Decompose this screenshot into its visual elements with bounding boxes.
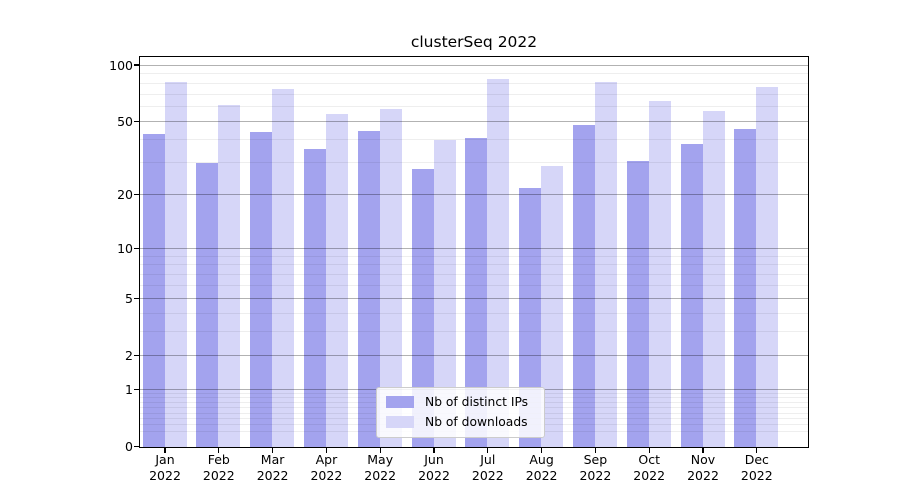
y-tick — [134, 120, 139, 123]
y-tick-label: 10 — [117, 240, 133, 256]
y-tick-label: 0 — [125, 439, 133, 454]
bar-distinct-ips-dec — [734, 128, 757, 447]
bar-distinct-ips-jul — [465, 138, 488, 447]
x-tick-label-jun: Jun 2022 — [418, 452, 450, 483]
minor-gridline — [140, 73, 808, 75]
x-tick-label-mar: Mar 2022 — [256, 452, 289, 483]
x-tick — [164, 448, 166, 453]
bar-downloads-oct — [648, 100, 671, 447]
bar-distinct-ips-oct — [626, 160, 649, 447]
bar-downloads-jul — [487, 78, 510, 447]
minor-gridline — [140, 255, 808, 257]
bar-distinct-ips-jan — [142, 134, 165, 447]
y-tick-label: 2 — [125, 348, 133, 364]
x-tick — [325, 448, 328, 453]
legend: Nb of distinct IPs Nb of downloads — [376, 387, 545, 438]
bar-downloads-mar — [272, 89, 295, 447]
x-tick-label-aug: Aug 2022 — [525, 452, 558, 483]
y-tick-label: 20 — [117, 187, 133, 203]
y-tick-label: 5 — [125, 290, 133, 306]
legend-swatch-distinct-ips — [386, 396, 414, 408]
y-tick — [134, 64, 139, 66]
x-tick-label-oct: Oct 2022 — [633, 452, 666, 483]
major-gridline — [140, 194, 808, 196]
major-gridline — [140, 121, 808, 122]
x-tick-label-nov: Nov 2022 — [687, 452, 719, 483]
y-tick-label: 50 — [117, 114, 133, 129]
bar-distinct-ips-may — [357, 130, 380, 447]
x-tick-label-sep: Sep 2022 — [579, 452, 612, 483]
x-tick — [433, 448, 435, 453]
x-tick-label-feb: Feb 2022 — [202, 452, 235, 483]
minor-gridline — [140, 313, 808, 314]
y-tick — [134, 388, 139, 390]
x-tick — [218, 448, 220, 453]
minor-gridline — [140, 285, 808, 287]
x-tick — [271, 448, 274, 453]
y-tick — [134, 445, 139, 448]
minor-gridline — [140, 139, 808, 140]
x-tick — [756, 448, 758, 453]
bar-distinct-ips-nov — [680, 144, 703, 447]
bar-downloads-sep — [594, 81, 617, 447]
bar-distinct-ips-aug — [519, 187, 542, 447]
minor-gridline — [140, 93, 808, 95]
legend-entry: Nb of distinct IPs — [386, 395, 535, 409]
legend-label: Nb of downloads — [425, 415, 528, 429]
minor-gridline — [140, 106, 808, 108]
y-tick — [134, 297, 139, 300]
x-tick-label-jul: Jul 2022 — [471, 452, 504, 483]
bar-downloads-aug — [541, 165, 564, 447]
x-tick — [487, 448, 489, 453]
bar-downloads-jan — [164, 81, 187, 447]
plot-area: Nb of distinct IPs Nb of downloads — [139, 56, 809, 448]
minor-gridline — [140, 331, 808, 333]
minor-gridline — [140, 82, 808, 84]
legend-label: Nb of distinct IPs — [425, 395, 529, 409]
y-tick — [134, 247, 139, 249]
minor-gridline — [140, 162, 808, 164]
x-tick — [540, 448, 543, 453]
bar-downloads-may — [379, 108, 402, 447]
minor-gridline — [140, 264, 808, 266]
x-tick-label-apr: Apr 2022 — [310, 452, 343, 483]
major-gridline — [140, 247, 808, 249]
bar-distinct-ips-jun — [411, 168, 434, 447]
x-tick-label-may: May 2022 — [364, 452, 397, 483]
minor-gridline — [140, 274, 808, 276]
bar-downloads-nov — [702, 111, 725, 447]
legend-entry: Nb of downloads — [386, 415, 535, 429]
y-tick — [134, 194, 139, 196]
bar-downloads-jun — [433, 140, 456, 447]
x-tick — [702, 448, 704, 453]
y-tick — [134, 355, 139, 357]
x-tick-label-jan: Jan 2022 — [149, 452, 181, 483]
bar-distinct-ips-apr — [303, 148, 326, 447]
x-tick — [594, 448, 597, 453]
x-tick — [648, 448, 650, 453]
major-gridline — [140, 297, 808, 299]
y-tick-label: 1 — [125, 381, 133, 397]
bar-distinct-ips-feb — [196, 163, 219, 447]
x-tick-label-dec: Dec 2022 — [740, 452, 773, 483]
y-tick-label: 100 — [109, 57, 133, 73]
legend-swatch-downloads — [386, 416, 414, 428]
bar-downloads-dec — [756, 86, 779, 447]
chart-title: clusterSeq 2022 — [410, 33, 538, 51]
major-gridline — [140, 355, 808, 357]
bar-distinct-ips-sep — [572, 125, 595, 447]
major-gridline — [140, 64, 808, 66]
bar-downloads-feb — [218, 104, 241, 447]
bar-downloads-apr — [325, 114, 348, 447]
bar-distinct-ips-mar — [250, 132, 273, 447]
x-tick — [379, 448, 381, 453]
